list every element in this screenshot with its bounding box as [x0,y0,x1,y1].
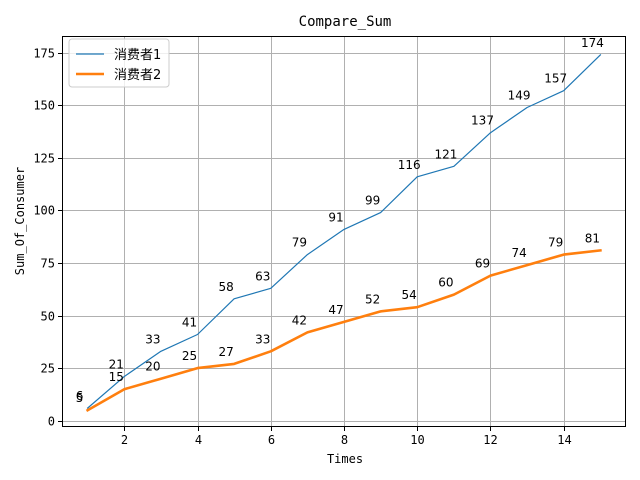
data-label-consumer2: 42 [292,313,307,327]
data-label-consumer1: 6 [76,389,84,403]
data-label-consumer1: 121 [434,147,457,161]
x-tick-label: 8 [341,433,348,447]
data-label-consumer2: 81 [585,231,600,245]
data-label-consumer1: 99 [365,194,380,208]
y-tick-label: 100 [33,204,55,218]
data-labels: 6 21 33 41 58 63 79 91 99 116 121 137 149 157 174 5 15 20… [76,36,604,405]
legend: 消费者1 消费者2 [68,38,170,88]
x-tick-label: 14 [557,433,571,447]
data-label-consumer2: 60 [438,276,453,290]
data-label-consumer2: 27 [218,345,233,359]
data-label-consumer2: 47 [328,303,343,317]
data-label-consumer1: 41 [182,316,197,330]
data-label-consumer1: 116 [398,158,421,172]
x-axis-label: Times [327,452,363,466]
data-label-consumer1: 79 [292,236,307,250]
x-tick-label: 6 [268,433,275,447]
data-label-consumer2: 74 [511,246,526,260]
y-tick-label: 25 [41,362,55,376]
x-tick-label: 10 [410,433,424,447]
chart-title: Compare_Sum [299,14,392,30]
data-label-consumer2: 25 [182,349,197,363]
data-label-consumer1: 174 [581,36,604,50]
axis-ticks: 2 4 6 8 10 12 14 0 25 50 75 100 125 150 175 [33,47,571,448]
series-lines [85,54,602,412]
data-label-consumer1: 21 [109,358,124,372]
y-axis-label: Sum_Of_Consumer [13,167,27,275]
data-label-consumer1: 137 [471,114,494,128]
legend-label-consumer1: 消费者1 [114,48,161,63]
y-tick-label: 175 [33,47,55,61]
y-tick-label: 125 [33,152,55,166]
data-label-consumer2: 33 [255,332,270,346]
y-tick-label: 0 [48,415,55,429]
data-label-consumer1: 149 [508,89,531,103]
data-label-consumer2: 79 [548,236,563,250]
data-label-consumer1: 63 [255,269,270,283]
data-label-consumer1: 33 [145,332,160,346]
grid [62,36,626,427]
y-tick-label: 75 [41,257,55,271]
y-tick-label: 50 [41,310,55,324]
x-tick-label: 12 [483,433,497,447]
data-label-consumer2: 52 [365,292,380,306]
y-tick-label: 150 [33,99,55,113]
data-label-consumer2: 69 [475,257,490,271]
x-tick-label: 2 [121,433,128,447]
data-label-consumer1: 157 [544,72,567,86]
data-label-consumer2: 5 [76,391,84,405]
data-label-consumer1: 58 [218,280,233,294]
x-tick-label: 4 [195,433,202,447]
plot-frame [62,36,626,427]
legend-label-consumer2: 消费者2 [114,68,161,83]
data-label-consumer1: 91 [328,210,343,224]
data-label-consumer2: 20 [145,360,160,374]
data-label-consumer2: 54 [402,288,417,302]
data-label-consumer2: 15 [109,370,124,384]
